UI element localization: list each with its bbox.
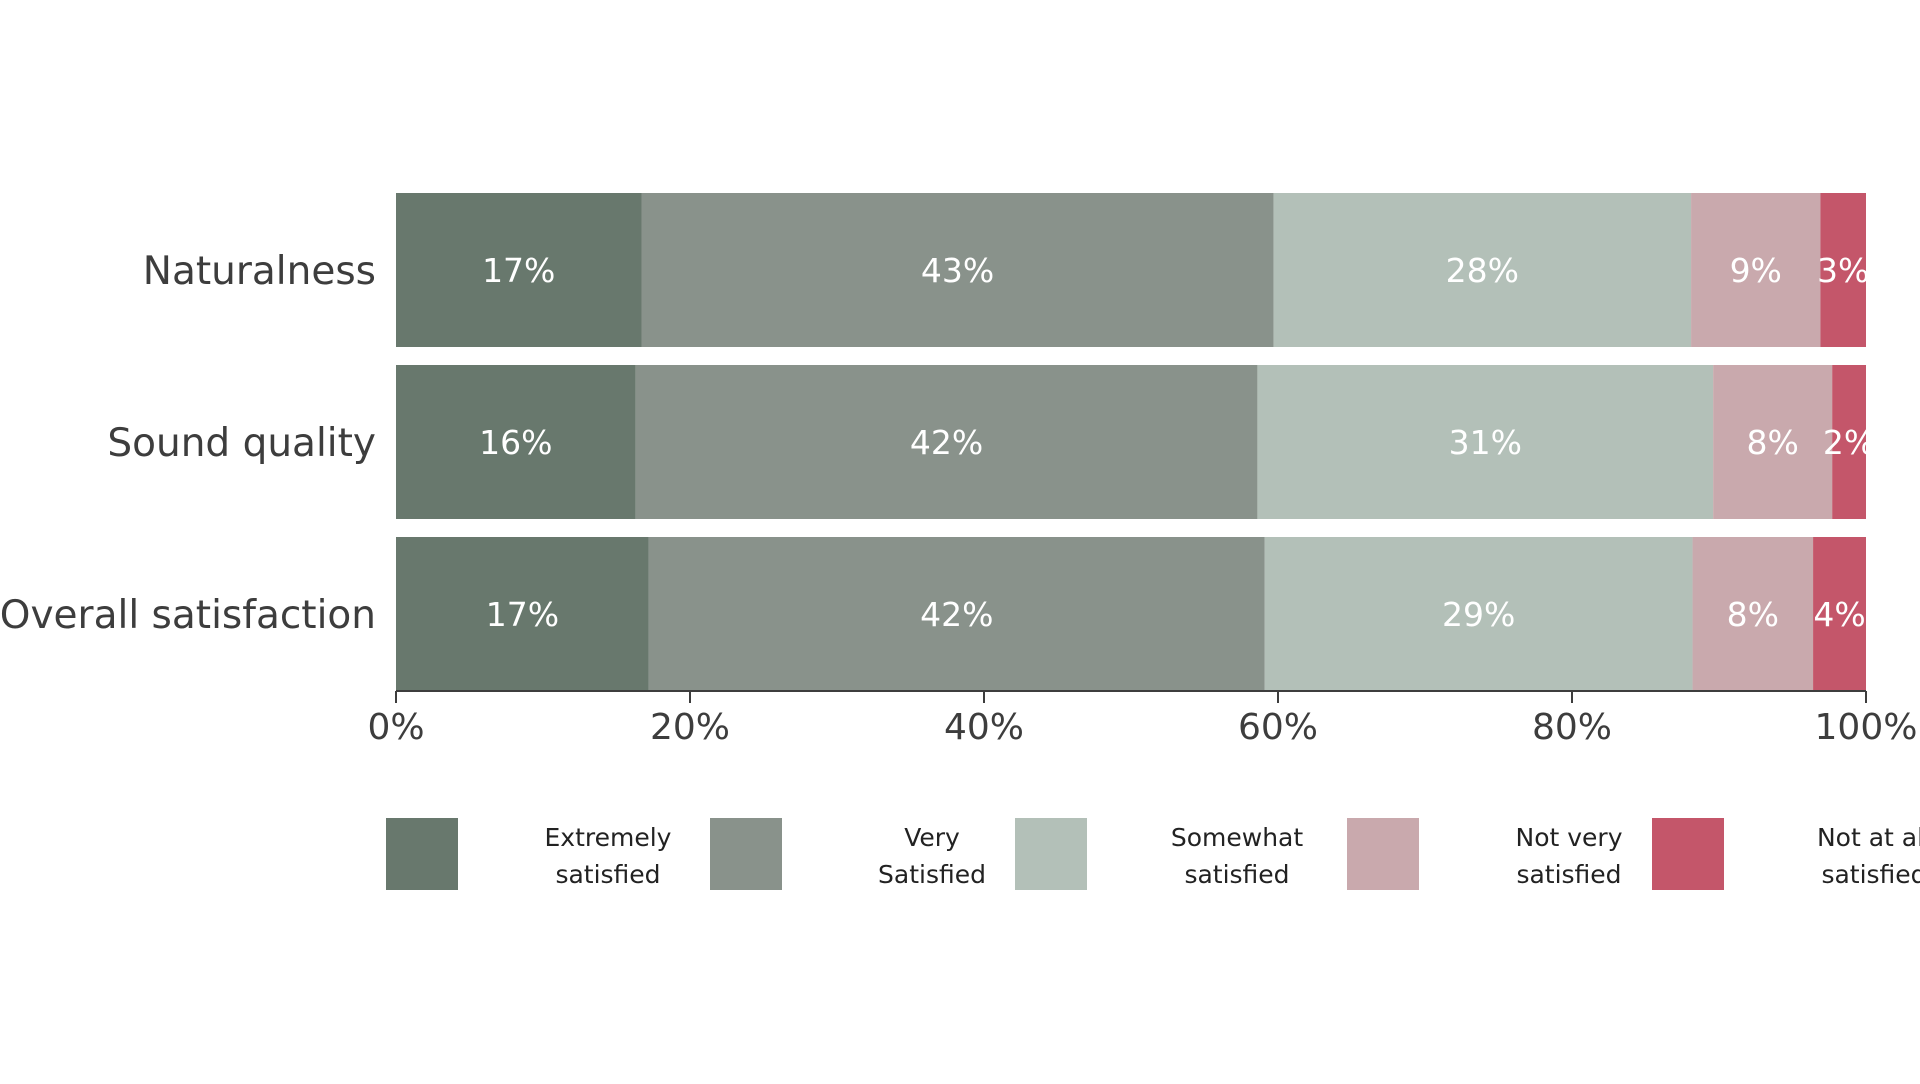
x-tick-label-6: 100% — [1815, 707, 1918, 748]
legend-label-1-line-1: Extremely — [545, 823, 672, 852]
bar-segment-3-3 — [1264, 537, 1693, 691]
bar-segment-3-2 — [648, 537, 1265, 691]
data-label-1-2: 43% — [921, 251, 994, 290]
legend: Extremely satisfied Very Satisfied Somewhat s… — [386, 818, 1920, 890]
bar-segment-1-1 — [396, 193, 642, 347]
x-tick-label-1: 0% — [367, 707, 424, 748]
data-label-2-1: 16% — [479, 423, 552, 462]
data-label-3-4: 8% — [1727, 595, 1779, 634]
bar-segment-3-1 — [396, 537, 649, 691]
data-label-3-3: 29% — [1442, 595, 1515, 634]
x-tick-label-4: 60% — [1238, 707, 1318, 748]
legend-label-2-line-1: Very — [904, 823, 960, 852]
legend-swatch-5 — [1652, 818, 1724, 890]
category-label-3: Overall satisfaction — [0, 593, 376, 638]
x-axis: 0% 20% 40% 60% 80% 100% — [367, 690, 1918, 748]
data-label-1-1: 17% — [482, 251, 555, 290]
bar-segment-2-4 — [1713, 365, 1833, 519]
bar-segment-2-1 — [396, 365, 636, 519]
bar-segment-1-3 — [1273, 193, 1692, 347]
legend-swatch-3 — [1015, 818, 1087, 890]
bar-segment-2-2 — [635, 365, 1258, 519]
x-tick-label-3: 40% — [944, 707, 1024, 748]
legend-label-5-line-2: satisfied — [1821, 860, 1920, 889]
legend-swatch-1 — [386, 818, 458, 890]
legend-swatch-2 — [710, 818, 782, 890]
data-label-3-2: 42% — [920, 595, 993, 634]
x-tick-label-2: 20% — [650, 707, 730, 748]
bar-segment-2-3 — [1257, 365, 1714, 519]
bar-segment-3-5 — [1813, 537, 1866, 691]
legend-label-2-line-2: Satisfied — [878, 860, 986, 889]
bar-segment-1-4 — [1691, 193, 1821, 347]
data-label-2-4: 8% — [1746, 423, 1798, 462]
category-label-2: Sound quality — [107, 421, 376, 466]
data-label-3-1: 17% — [486, 595, 559, 634]
bar-segment-3-4 — [1692, 537, 1814, 691]
data-label-2-3: 31% — [1449, 423, 1522, 462]
legend-label-5-line-1: Not at all — [1817, 823, 1920, 852]
legend-swatch-4 — [1347, 818, 1419, 890]
data-label-1-3: 28% — [1446, 251, 1519, 290]
legend-label-4-line-1: Not very — [1516, 823, 1623, 852]
data-label-1-5: 3% — [1817, 251, 1869, 290]
data-label-1-4: 9% — [1730, 251, 1782, 290]
data-labels-layer: 17% 43% 28% 9% 3% 16% 42% 31% 8% 2% 17% 42% 29% 8% 4% — [479, 251, 1875, 634]
bar-segment-2-5 — [1832, 365, 1866, 519]
legend-label-3-line-1: Somewhat — [1171, 823, 1304, 852]
legend-label-4-line-2: satisfied — [1516, 860, 1621, 889]
data-label-2-2: 42% — [910, 423, 983, 462]
data-label-2-5: 2% — [1823, 423, 1875, 462]
category-label-1: Naturalness — [143, 249, 376, 294]
bar-segment-1-2 — [641, 193, 1274, 347]
legend-label-3-line-2: satisfied — [1184, 860, 1289, 889]
data-label-3-5: 4% — [1813, 595, 1865, 634]
category-labels-layer: Naturalness Sound quality Overall satisfac… — [0, 249, 376, 638]
legend-label-1-line-2: satisfied — [555, 860, 660, 889]
bars-layer — [396, 193, 1866, 691]
bar-segment-1-5 — [1820, 193, 1866, 347]
x-tick-label-5: 80% — [1532, 707, 1612, 748]
